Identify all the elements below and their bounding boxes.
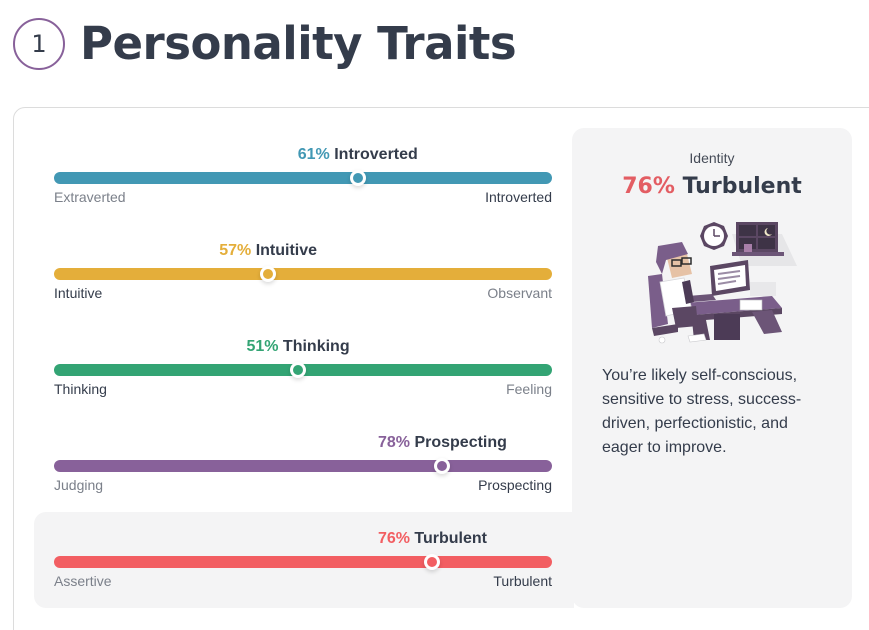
identity-panel: Identity 76% Turbulent (572, 128, 852, 608)
trait-left-label: Intuitive (54, 285, 103, 301)
trait-knob (290, 362, 307, 378)
trait-knob (349, 170, 366, 186)
trait-title: 78% Prospecting (378, 434, 507, 452)
step-number: 1 (31, 29, 47, 58)
trait-title: 76% Turbulent (378, 530, 487, 548)
trait-bar (54, 554, 552, 570)
identity-value: 76% Turbulent (572, 174, 852, 199)
identity-label: Identity (689, 150, 735, 166)
trait-left-label: Thinking (54, 381, 107, 397)
trait-title: 57% Intuitive (219, 242, 317, 260)
trait-row-mind[interactable]: 61% Introverted Extraverted Introverted (54, 146, 552, 216)
trait-knob (434, 458, 451, 474)
trait-percent: 57% (219, 242, 252, 259)
identity-percent: 76% (622, 174, 675, 199)
trait-bar (54, 362, 552, 378)
identity-description: You’re likely self-conscious, sensitive … (602, 367, 802, 456)
trait-row-nature[interactable]: 51% Thinking Thinking Feeling (54, 338, 552, 408)
trait-name: Intuitive (255, 242, 318, 259)
trait-percent: 61% (297, 146, 330, 163)
trait-knob (424, 554, 441, 570)
trait-name: Turbulent (414, 530, 487, 547)
trait-name: Thinking (282, 338, 350, 355)
stressed-worker-illustration (648, 222, 797, 344)
trait-right-label: Feeling (506, 381, 552, 397)
trait-right-label: Turbulent (493, 573, 552, 589)
trait-right-label: Observant (487, 285, 552, 301)
trait-name: Prospecting (414, 434, 507, 451)
trait-row-tactics[interactable]: 78% Prospecting Judging Prospecting (54, 434, 552, 504)
trait-bar (54, 266, 552, 282)
trait-title: 61% Introverted (298, 146, 418, 164)
trait-right-label: Introverted (485, 189, 552, 205)
identity-trait: Turbulent (682, 174, 802, 199)
trait-left-label: Judging (54, 477, 104, 493)
trait-left-label: Extraverted (54, 189, 126, 205)
trait-name: Introverted (334, 146, 418, 163)
trait-row-energy[interactable]: 57% Intuitive Intuitive Observant (54, 242, 552, 312)
step-number-badge: 1 (13, 17, 65, 70)
trait-bar (54, 458, 552, 474)
trait-percent: 78% (377, 434, 410, 451)
trait-title: 51% Thinking (246, 338, 349, 356)
trait-percent: 76% (377, 530, 410, 547)
trait-bar (54, 170, 552, 186)
page-title: Personality Traits (80, 17, 517, 70)
trait-left-label: Assertive (54, 573, 112, 589)
section-header: 1 Personality Traits (13, 17, 517, 70)
trait-right-label: Prospecting (478, 477, 552, 493)
trait-percent: 51% (246, 338, 279, 355)
trait-knob (260, 266, 277, 282)
trait-row-identity[interactable]: 76% Turbulent Assertive Turbulent (54, 530, 552, 600)
